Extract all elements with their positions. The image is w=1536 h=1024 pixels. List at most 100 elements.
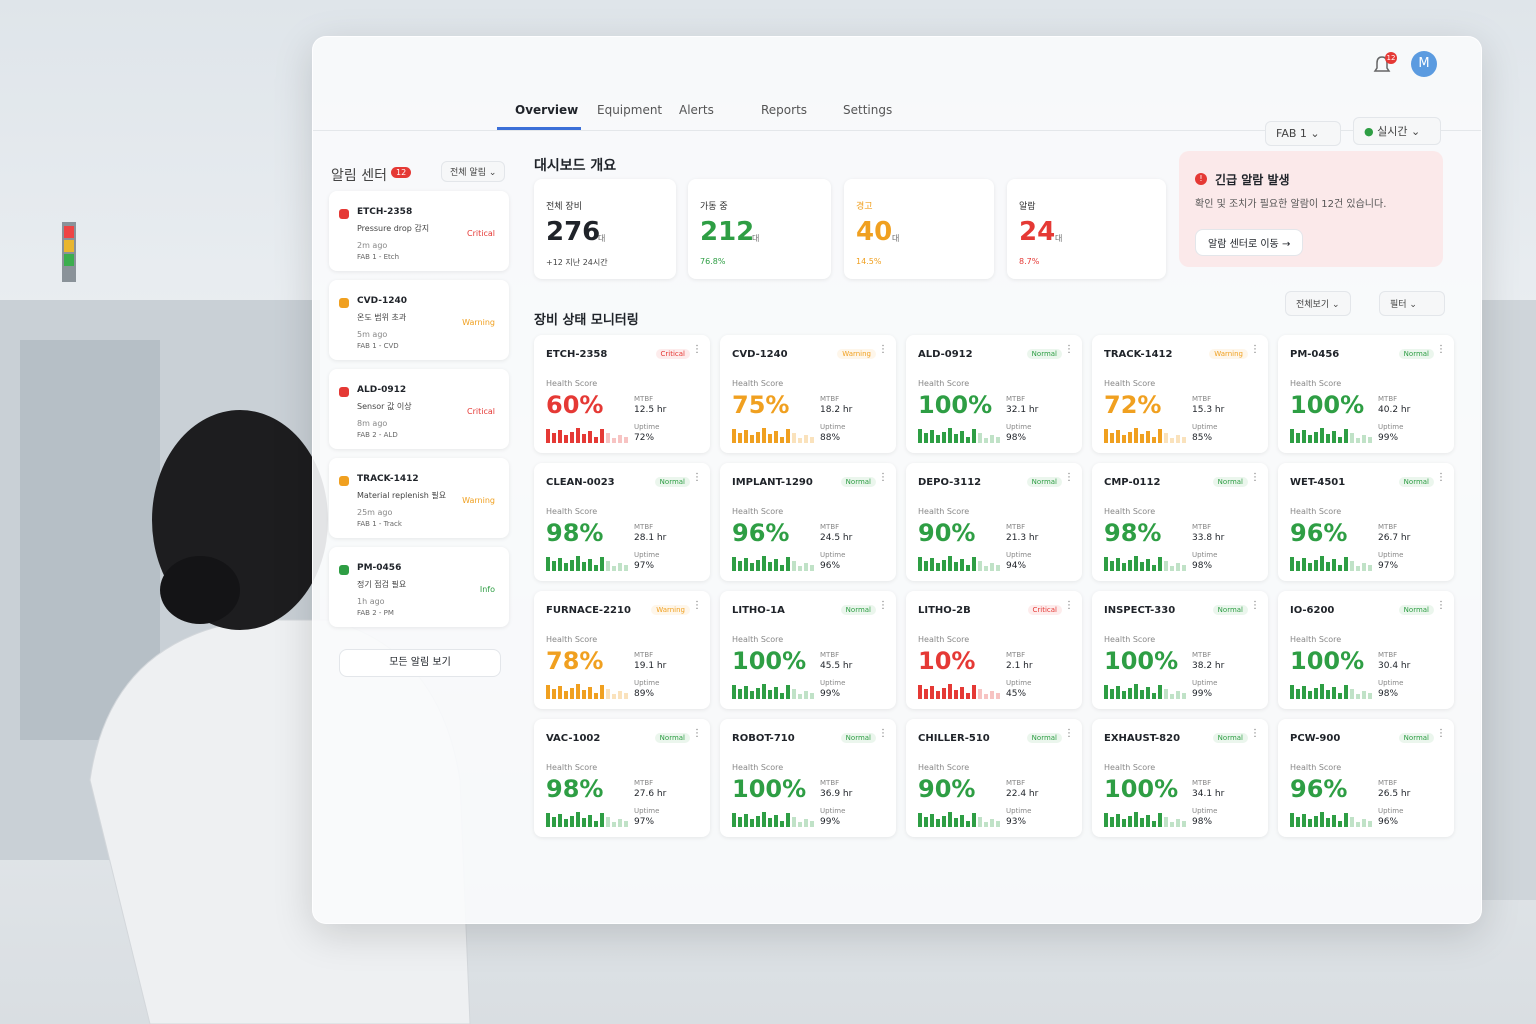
sparkline-bar	[582, 690, 586, 699]
sparkline-bar	[612, 822, 616, 827]
health-label: Health Score	[546, 635, 598, 644]
mode-select[interactable]: ● 실시간 ⌄	[1353, 117, 1441, 145]
menu-dots[interactable]: ⋮	[1250, 600, 1260, 611]
menu-dots[interactable]: ⋮	[1064, 344, 1074, 355]
equipment-card[interactable]: LITHO-1A Normal ⋮ Health Score 100% MTBF 45.5 …	[720, 591, 896, 709]
sparkline-bar	[936, 819, 940, 827]
mtbf-value: 12.5 hr	[634, 405, 667, 415]
equipment-card[interactable]: VAC-1002 Normal ⋮ Health Score 98% MTBF 27.6 h…	[534, 719, 710, 837]
sparkline-bar	[768, 434, 772, 443]
menu-dots[interactable]: ⋮	[692, 472, 702, 483]
menu-dots[interactable]: ⋮	[1064, 472, 1074, 483]
nav-tab[interactable]: Alerts	[679, 103, 714, 117]
menu-dots[interactable]: ⋮	[692, 344, 702, 355]
sparkline-bar	[756, 687, 760, 699]
menu-dots[interactable]: ⋮	[1064, 600, 1074, 611]
sparkline-bar	[1320, 427, 1324, 443]
fab-select[interactable]: FAB 1 ⌄	[1265, 121, 1341, 146]
sparkline-bar	[1356, 438, 1360, 443]
equipment-card[interactable]: TRACK-1412 Warning ⋮ Health Score 72% MTBF 15.…	[1092, 335, 1268, 453]
equipment-card[interactable]: CVD-1240 Warning ⋮ Health Score 75% MTBF 18.2 …	[720, 335, 896, 453]
sparkline-bar	[1182, 821, 1186, 827]
summary-unit: 대	[1055, 234, 1063, 243]
uptime-value: 97%	[634, 817, 655, 827]
equipment-id: IMPLANT-1290	[732, 477, 813, 488]
health-label: Health Score	[918, 507, 970, 516]
equipment-card[interactable]: CMP-0112 Normal ⋮ Health Score 98% MTBF 33.8 h…	[1092, 463, 1268, 581]
view-select[interactable]: 전체보기 ⌄	[1285, 291, 1351, 316]
mtbf-value: 2.1 hr	[1006, 661, 1033, 671]
equipment-card[interactable]: PM-0456 Normal ⋮ Health Score 100% MTBF 40.2 h…	[1278, 335, 1454, 453]
menu-dots[interactable]: ⋮	[692, 728, 702, 739]
sparkline-bar	[606, 689, 610, 699]
menu-dots[interactable]: ⋮	[1250, 344, 1260, 355]
sparkline	[732, 427, 814, 443]
sparkline-bar	[792, 689, 796, 699]
menu-dots[interactable]: ⋮	[1064, 728, 1074, 739]
equipment-card[interactable]: WET-4501 Normal ⋮ Health Score 96% MTBF 26.7 h…	[1278, 463, 1454, 581]
sparkline	[546, 683, 628, 699]
sparkline-bar	[588, 815, 592, 827]
alert-filter[interactable]: 전체 알림 ⌄	[441, 161, 506, 182]
equipment-card[interactable]: DEPO-3112 Normal ⋮ Health Score 90% MTBF 21.3 …	[906, 463, 1082, 581]
menu-dots[interactable]: ⋮	[1436, 728, 1446, 739]
nav-tab[interactable]: Reports	[761, 103, 808, 117]
sparkline-bar	[1314, 431, 1318, 443]
health-label: Health Score	[1290, 379, 1342, 388]
filter-select[interactable]: 필터 ⌄	[1379, 291, 1445, 316]
sparkline-bar	[984, 822, 988, 827]
avatar[interactable]: M	[1411, 51, 1437, 77]
equipment-card[interactable]: IMPLANT-1290 Normal ⋮ Health Score 96% MTBF 24…	[720, 463, 896, 581]
sparkline-bar	[546, 428, 550, 443]
equipment-card[interactable]: FURNACE-2210 Warning ⋮ Health Score 78% MTBF 1…	[534, 591, 710, 709]
equipment-card[interactable]: ETCH-2358 Critical ⋮ Health Score 60% MTBF 12.…	[534, 335, 710, 453]
equipment-card[interactable]: INSPECT-330 Normal ⋮ Health Score 100% MTBF 38…	[1092, 591, 1268, 709]
sparkline-bar	[978, 689, 982, 699]
menu-dots[interactable]: ⋮	[1436, 344, 1446, 355]
menu-dots[interactable]: ⋮	[1250, 472, 1260, 483]
alert-message: 온도 범위 초과	[357, 313, 407, 322]
uptime-label: Uptime	[634, 807, 660, 815]
menu-dots[interactable]: ⋮	[878, 600, 888, 611]
equipment-card[interactable]: CLEAN-0023 Normal ⋮ Health Score 98% MTBF 28.1…	[534, 463, 710, 581]
uptime-label: Uptime	[1378, 807, 1404, 815]
view-all-alerts[interactable]: 모든 알림 보기	[339, 649, 501, 677]
menu-dots[interactable]: ⋮	[692, 600, 702, 611]
equipment-card[interactable]: ROBOT-710 Normal ⋮ Health Score 100% MTBF 36.9…	[720, 719, 896, 837]
signal-green	[64, 254, 74, 266]
sparkline-bar	[1140, 818, 1144, 827]
uptime-value: 98%	[1378, 689, 1399, 699]
summary-value: 212	[700, 217, 755, 247]
menu-dots[interactable]: ⋮	[1250, 728, 1260, 739]
nav-tab[interactable]: Settings	[843, 103, 893, 117]
menu-dots[interactable]: ⋮	[1436, 600, 1446, 611]
sparkline-bar	[732, 556, 736, 571]
equipment-card[interactable]: ALD-0912 Normal ⋮ Health Score 100% MTBF 32.1 …	[906, 335, 1082, 453]
nav-tab[interactable]: Equipment	[597, 103, 663, 117]
sparkline-bar	[564, 435, 568, 443]
summary-card: 알람 24 대 8.7%	[1007, 179, 1166, 279]
sparkline-bar	[1344, 685, 1348, 699]
sparkline-bar	[1140, 690, 1144, 699]
sparkline-bar	[1314, 815, 1318, 827]
nav-tab[interactable]: Overview	[515, 103, 579, 117]
sparkline-bar	[948, 427, 952, 443]
mtbf-value: 18.2 hr	[820, 405, 853, 415]
sparkline-bar	[570, 687, 574, 699]
menu-dots[interactable]: ⋮	[878, 472, 888, 483]
urgent-button[interactable]: 알람 센터로 이동 →	[1195, 229, 1304, 256]
alert-time: 1h ago	[357, 597, 385, 606]
sparkline-bar	[1110, 689, 1114, 699]
menu-dots[interactable]: ⋮	[878, 728, 888, 739]
menu-dots[interactable]: ⋮	[1436, 472, 1446, 483]
equipment-card[interactable]: IO-6200 Normal ⋮ Health Score 100% MTBF 30.4 h…	[1278, 591, 1454, 709]
sparkline-bar	[918, 684, 922, 699]
equipment-card[interactable]: CHILLER-510 Normal ⋮ Health Score 90% MTBF 22.…	[906, 719, 1082, 837]
mtbf-value: 36.9 hr	[820, 789, 853, 799]
equipment-card[interactable]: LITHO-2B Critical ⋮ Health Score 10% MTBF 2.1 …	[906, 591, 1082, 709]
menu-dots[interactable]: ⋮	[878, 344, 888, 355]
uptime-value: 96%	[1378, 817, 1399, 827]
equipment-card[interactable]: EXHAUST-820 Normal ⋮ Health Score 100% MTBF 34…	[1092, 719, 1268, 837]
sparkline-bar	[942, 687, 946, 699]
equipment-card[interactable]: PCW-900 Normal ⋮ Health Score 96% MTBF 26.5 hr…	[1278, 719, 1454, 837]
